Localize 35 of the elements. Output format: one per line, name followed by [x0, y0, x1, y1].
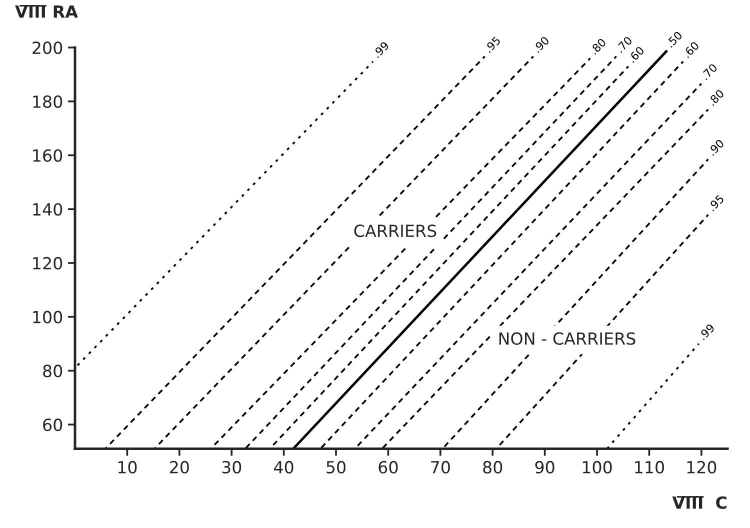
x-tick-label: 90 [535, 460, 554, 474]
x-tick-label: 30 [222, 460, 242, 474]
x-tick-label: 70 [431, 460, 450, 474]
y-tick-label: 160 [33, 149, 62, 162]
x-tick-label: 10 [118, 460, 137, 474]
x-tick-label: 60 [378, 460, 398, 474]
x-tick-label: 50 [326, 460, 346, 474]
annotation: NON - CARRIERS [499, 332, 636, 345]
text: .70 [700, 63, 718, 80]
x-axis-title: V̅I̅I̅I̅ C [672, 496, 726, 509]
text: .99 [372, 41, 390, 58]
y-tick-label: 120 [33, 256, 62, 270]
annotation: CARRIERS [354, 224, 436, 238]
text: .90 [532, 36, 550, 53]
x-tick-label: 100 [582, 460, 612, 474]
y-tick-label: 180 [33, 95, 62, 108]
y-tick-label: 80 [43, 364, 62, 378]
text: .90 [707, 138, 725, 156]
y-axis-title: V̅I̅I̅I̅ RA [15, 5, 78, 18]
x-tick-label: 20 [170, 460, 189, 474]
x-tick-label: 110 [635, 460, 664, 474]
x-tick-label: 80 [483, 460, 502, 474]
text: .80 [707, 88, 725, 106]
x-tick-label: 40 [274, 460, 294, 474]
text: .60 [682, 41, 700, 58]
text: .99 [698, 323, 716, 340]
text: .80 [589, 38, 607, 55]
text: .95 [484, 36, 501, 53]
text: .95 [707, 194, 724, 212]
y-tick-label: 60 [43, 418, 62, 432]
y-tick-label: 100 [33, 310, 62, 324]
text: .50 [666, 30, 683, 48]
y-tick-label: 140 [33, 203, 62, 216]
y-tick-label: 200 [32, 41, 62, 54]
x-tick-label: 120 [687, 460, 716, 474]
